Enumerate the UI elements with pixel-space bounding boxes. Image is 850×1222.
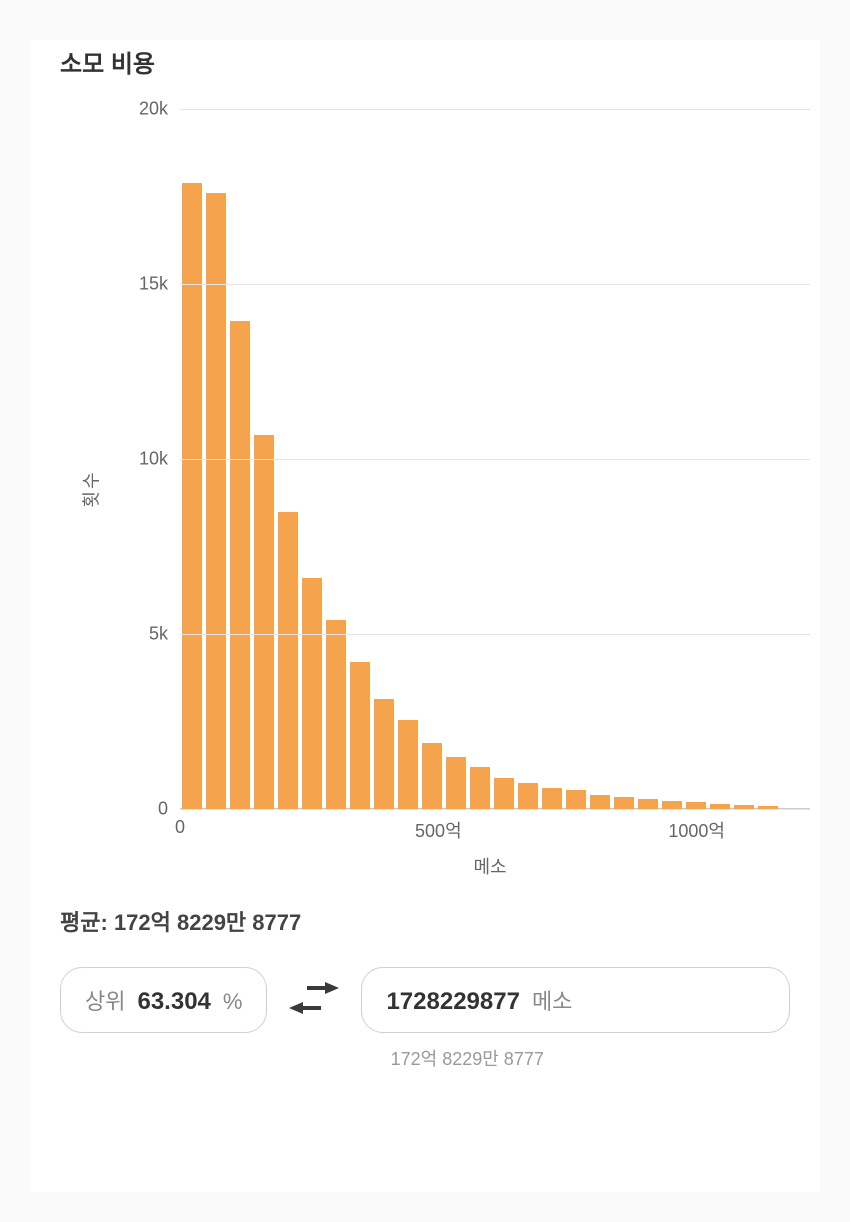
- histogram-bar: [686, 802, 706, 809]
- histogram-bar: [350, 662, 370, 809]
- histogram-bar: [494, 778, 514, 810]
- plot-area: 05k10k15k20k: [180, 109, 800, 809]
- histogram-bar: [182, 183, 202, 810]
- histogram-bar: [230, 321, 250, 809]
- histogram-bar: [398, 720, 418, 809]
- histogram-bar: [254, 435, 274, 810]
- x-axis-label: 메소: [180, 853, 800, 879]
- meso-value: 1728229877: [386, 988, 519, 1016]
- histogram-bar: [518, 783, 538, 809]
- meso-input[interactable]: 1728229877 메소: [361, 967, 790, 1033]
- histogram-bar: [326, 620, 346, 809]
- stats-card: 소모 비용 횟수 05k10k15k20k 0500억1000억 메소 평균: …: [30, 40, 820, 1192]
- histogram-bar: [662, 801, 682, 809]
- grid-line: [180, 634, 810, 635]
- histogram-bar: [446, 757, 466, 810]
- histogram-bar: [278, 512, 298, 810]
- average-value: 172억 8229만 8777: [114, 910, 301, 935]
- swap-icon[interactable]: [287, 980, 341, 1021]
- y-tick-label: 15k: [139, 274, 180, 295]
- histogram-bar: [470, 767, 490, 809]
- meso-helper: 172억 8229만 8777: [367, 1045, 790, 1071]
- histogram-bar: [566, 790, 586, 809]
- histogram-bar: [302, 578, 322, 809]
- x-tick-label: 0: [175, 817, 185, 838]
- histogram-bar: [422, 743, 442, 810]
- percentile-suffix: %: [223, 989, 243, 1015]
- y-tick-label: 20k: [139, 99, 180, 120]
- x-ticks: 0500억1000억: [180, 817, 800, 847]
- grid-line: [180, 809, 810, 810]
- histogram-chart: 횟수 05k10k15k20k 0500억1000억 메소: [130, 109, 790, 869]
- grid-line: [180, 459, 810, 460]
- percentile-input[interactable]: 상위 63.304 %: [60, 967, 267, 1033]
- y-tick-label: 10k: [139, 449, 180, 470]
- histogram-bar: [542, 788, 562, 809]
- histogram-bar: [614, 797, 634, 809]
- grid-line: [180, 109, 810, 110]
- histogram-bar: [590, 795, 610, 809]
- grid-line: [180, 284, 810, 285]
- average-line: 평균: 172억 8229만 8777: [60, 905, 790, 937]
- histogram-bar: [374, 699, 394, 809]
- x-tick-label: 1000억: [668, 817, 725, 843]
- percentile-value: 63.304: [137, 988, 210, 1016]
- percentile-prefix: 상위: [85, 984, 125, 1016]
- controls-row: 상위 63.304 % 1728229877 메소: [60, 967, 790, 1033]
- histogram-bar: [206, 193, 226, 809]
- histogram-bar: [638, 799, 658, 809]
- average-label: 평균:: [60, 910, 108, 935]
- y-axis-label: 횟수: [78, 470, 104, 507]
- x-tick-label: 500억: [415, 817, 462, 843]
- meso-suffix: 메소: [532, 984, 572, 1016]
- y-tick-label: 5k: [149, 624, 180, 645]
